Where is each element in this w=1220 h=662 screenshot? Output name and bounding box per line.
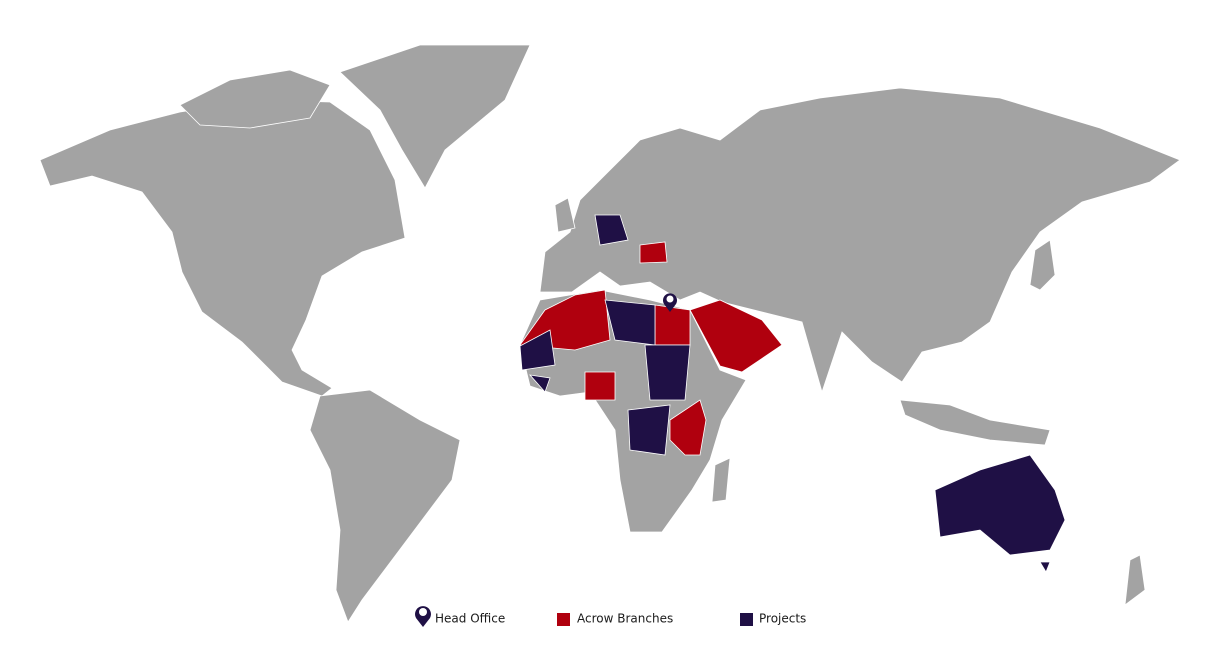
pin-dot xyxy=(666,295,674,303)
legend-label: Head Office xyxy=(435,612,505,626)
madagascar xyxy=(711,457,731,503)
legend-pin xyxy=(415,606,431,627)
saudi-oman xyxy=(689,299,783,373)
legend-swatch xyxy=(557,613,570,626)
legend-item: Head Office xyxy=(415,606,505,627)
sierra-leone xyxy=(528,374,551,393)
pin-dot xyxy=(419,608,427,616)
legend-label: Projects xyxy=(759,612,806,626)
highlighted-countries xyxy=(519,214,1066,573)
legend-swatch xyxy=(740,613,753,626)
tasmania xyxy=(1039,561,1051,573)
sudan xyxy=(644,344,691,401)
north-america xyxy=(39,99,406,397)
greenland xyxy=(339,44,531,189)
south-america xyxy=(309,389,461,623)
germany xyxy=(594,214,629,246)
romania xyxy=(639,241,668,264)
legend-label: Acrow Branches xyxy=(577,612,673,626)
legend-item: Projects xyxy=(740,612,806,626)
head-office-marker xyxy=(663,293,677,312)
british-isles xyxy=(554,197,576,233)
australia xyxy=(934,454,1066,556)
japan xyxy=(1029,239,1056,291)
legend: Head Office Acrow Branches Projects xyxy=(415,606,806,627)
mauritania xyxy=(519,329,556,371)
nigeria xyxy=(584,371,616,401)
eurasia xyxy=(539,87,1181,394)
egypt xyxy=(654,304,691,346)
dr-congo xyxy=(627,404,671,456)
head-office-pin xyxy=(663,293,677,312)
arctic-islands xyxy=(179,69,331,129)
kenya-tanzania xyxy=(669,399,707,456)
legend-item: Acrow Branches xyxy=(557,612,673,626)
new-zealand xyxy=(1124,554,1146,606)
indonesia xyxy=(899,399,1051,446)
